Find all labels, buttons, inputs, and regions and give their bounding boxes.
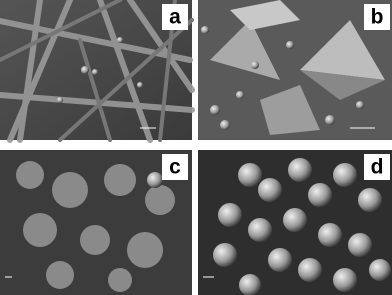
- panel-label: b: [371, 6, 384, 29]
- panel-c: c: [0, 150, 192, 295]
- panel-label: d: [371, 156, 384, 179]
- panel-b: b: [198, 0, 392, 140]
- panel-label: c: [169, 156, 181, 179]
- panel-a: a: [0, 0, 195, 143]
- panel-label: a: [169, 6, 181, 29]
- panel-d: d: [198, 150, 392, 295]
